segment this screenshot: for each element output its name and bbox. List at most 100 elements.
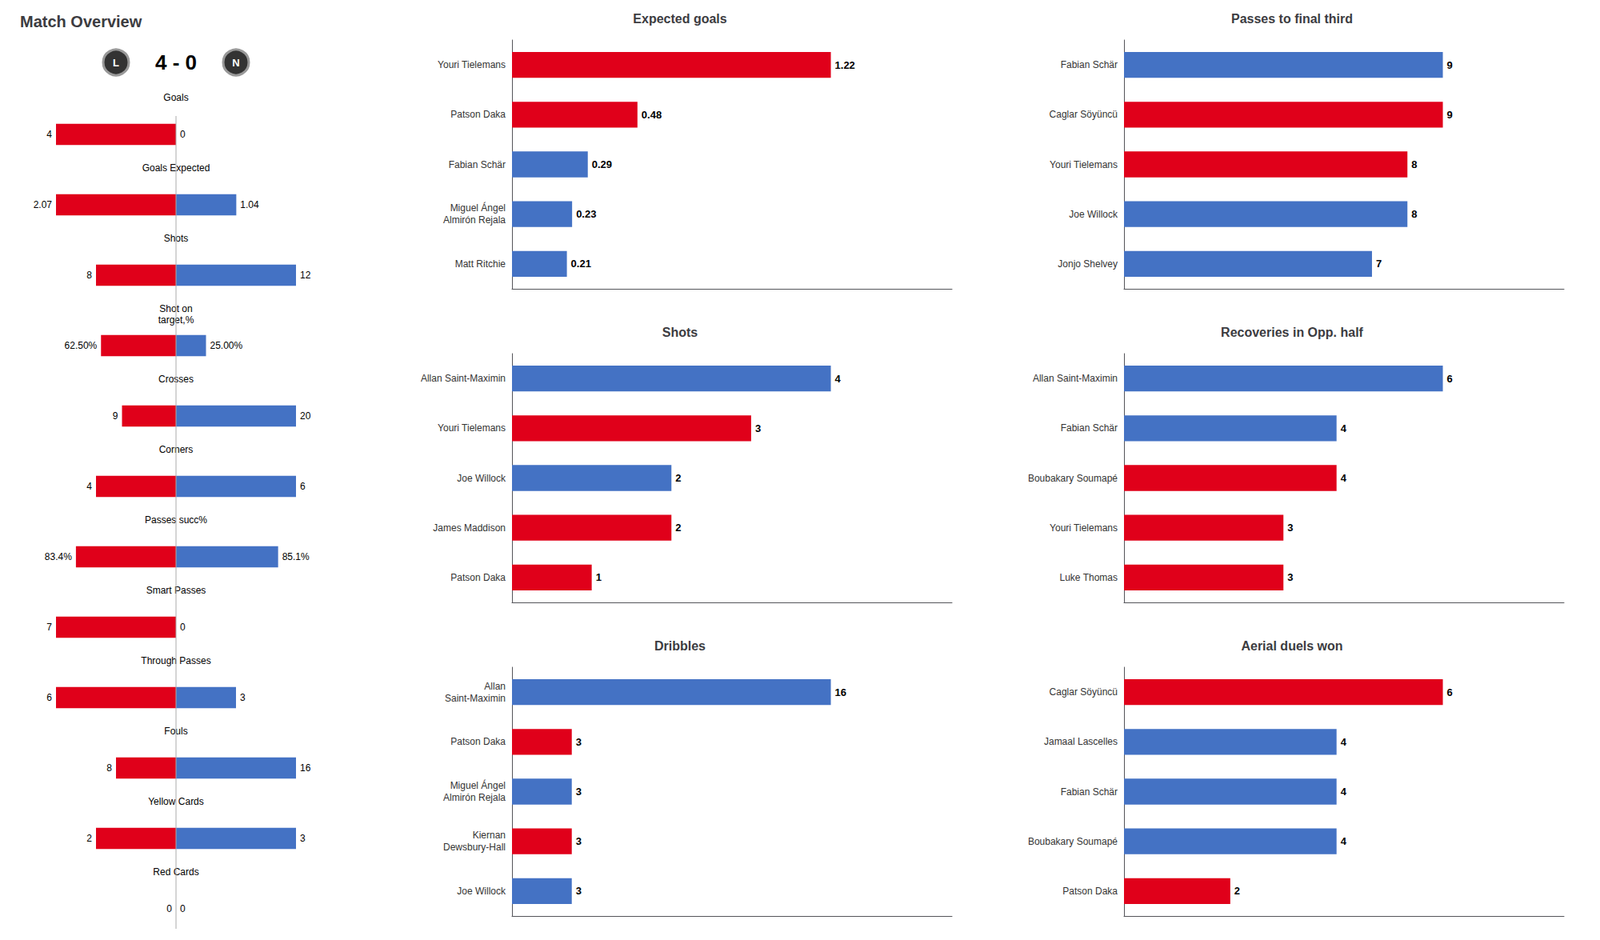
svg-text:2: 2 [86,832,92,844]
svg-text:Almirón Rejala: Almirón Rejala [443,792,506,804]
svg-text:2: 2 [675,521,681,534]
svg-text:9: 9 [1447,108,1453,121]
svg-text:3: 3 [576,736,582,748]
svg-text:3: 3 [300,832,306,844]
svg-text:6: 6 [1447,686,1453,699]
svg-text:Boubakary Soumарé: Boubakary Soumарé [1028,472,1118,484]
svg-text:0: 0 [180,128,186,140]
svg-text:3: 3 [576,884,582,897]
svg-text:3: 3 [240,692,246,704]
svg-text:2.07: 2.07 [33,199,53,211]
svg-text:Goals: Goals [163,92,188,104]
svg-text:0: 0 [180,621,186,633]
svg-text:4: 4 [1340,422,1348,435]
svg-text:Aerial duels won: Aerial duels won [1240,639,1343,653]
svg-text:2: 2 [675,472,681,484]
svg-text:6: 6 [300,480,306,492]
svg-text:Almirón Rejala: Almirón Rejala [443,214,506,226]
svg-text:Allan Saint-Maximin: Allan Saint-Maximin [1032,372,1118,384]
svg-text:Joe Willock: Joe Willock [456,472,507,484]
svg-text:Shots: Shots [662,325,699,340]
svg-text:Jamaal Lascelles: Jamaal Lascelles [1044,736,1118,748]
svg-text:3: 3 [1287,571,1293,584]
svg-text:8: 8 [1411,208,1417,220]
svg-text:Fabian Schär: Fabian Schär [1060,786,1118,798]
svg-text:Patson Daka: Patson Daka [1062,885,1118,897]
svg-text:Match Overview: Match Overview [20,12,143,31]
svg-text:0.23: 0.23 [576,208,596,220]
svg-text:3: 3 [1287,521,1293,534]
svg-text:4: 4 [1340,835,1348,848]
svg-text:7: 7 [1376,257,1382,270]
svg-text:1.04: 1.04 [240,199,260,211]
svg-text:83.4%: 83.4% [44,551,72,563]
svg-text:6: 6 [46,692,52,704]
svg-text:7: 7 [46,621,52,633]
svg-text:16: 16 [300,762,312,774]
svg-text:Recoveries in Opp. half: Recoveries in Opp. half [1220,325,1364,340]
svg-text:L: L [112,56,120,69]
svg-text:Boubakary Soumарé: Boubakary Soumарé [1028,836,1118,848]
svg-text:Miguel Ángel: Miguel Ángel [450,779,506,792]
svg-text:0: 0 [166,903,172,915]
svg-text:Passes to final third: Passes to final third [1231,12,1353,26]
svg-text:Kiernan: Kiernan [472,829,506,841]
svg-text:4: 4 [1340,785,1348,798]
svg-text:Miguel Ángel: Miguel Ángel [450,201,506,214]
svg-text:6: 6 [1447,372,1453,385]
svg-text:12: 12 [300,269,312,281]
svg-text:2: 2 [1234,884,1240,897]
svg-text:0: 0 [180,903,186,915]
svg-text:4: 4 [46,128,52,140]
svg-text:James Maddison: James Maddison [432,522,506,534]
svg-text:1: 1 [596,571,602,584]
svg-text:4 - 0: 4 - 0 [155,50,197,75]
svg-text:Youri Tielemans: Youri Tielemans [437,59,506,71]
svg-text:Jonjo Shelvey: Jonjo Shelvey [1057,258,1118,270]
svg-text:Joe Willock: Joe Willock [1068,208,1119,220]
svg-text:N: N [232,56,240,69]
svg-text:Fabian Schär: Fabian Schär [1060,59,1118,71]
svg-text:9: 9 [1447,59,1453,72]
svg-text:4: 4 [1340,736,1348,748]
svg-text:62.50%: 62.50% [64,340,98,352]
svg-text:8: 8 [1411,158,1417,171]
svg-text:Expected goals: Expected goals [632,12,727,26]
svg-text:3: 3 [576,785,582,798]
svg-text:Patson Daka: Patson Daka [450,108,506,120]
svg-text:Patson Daka: Patson Daka [450,572,506,584]
svg-text:Youri Tielemans: Youri Tielemans [1049,159,1118,171]
svg-text:Allan: Allan [484,680,506,692]
svg-text:Youri Tielemans: Youri Tielemans [1049,522,1118,534]
svg-text:8: 8 [86,269,92,281]
svg-text:4: 4 [1340,472,1348,484]
svg-text:Joe Willock: Joe Willock [456,885,507,897]
svg-text:Dewsbury-Hall: Dewsbury-Hall [443,841,506,853]
svg-text:9: 9 [112,410,119,422]
svg-text:16: 16 [835,686,847,699]
svg-text:Fabian Schär: Fabian Schär [448,159,506,171]
svg-text:Dribbles: Dribbles [654,639,706,653]
svg-text:Matt Ritchie: Matt Ritchie [455,258,507,270]
svg-text:85.1%: 85.1% [282,551,310,563]
svg-text:0.29: 0.29 [592,158,612,171]
svg-text:4: 4 [835,372,842,385]
svg-text:0.21: 0.21 [571,257,592,270]
svg-text:20: 20 [300,410,312,422]
svg-text:4: 4 [86,480,92,492]
svg-text:Caglar Söyüncü: Caglar Söyüncü [1049,108,1118,120]
svg-text:Fabian Schär: Fabian Schär [1060,422,1118,434]
svg-text:8: 8 [106,762,112,774]
svg-text:Goals Expected: Goals Expected [142,162,210,174]
svg-text:Luke Thomas: Luke Thomas [1060,572,1119,584]
svg-text:1.22: 1.22 [835,59,856,72]
svg-text:Youri Tielemans: Youri Tielemans [437,422,506,434]
svg-text:3: 3 [576,835,582,848]
svg-text:Caglar Söyüncü: Caglar Söyüncü [1049,686,1118,698]
svg-text:3: 3 [755,422,761,435]
svg-text:Saint-Maximin: Saint-Maximin [444,692,506,704]
svg-text:25.00%: 25.00% [210,340,244,352]
svg-text:Patson Daka: Patson Daka [450,736,506,748]
svg-text:Allan Saint-Maximin: Allan Saint-Maximin [420,372,506,384]
svg-text:0.48: 0.48 [641,108,662,121]
